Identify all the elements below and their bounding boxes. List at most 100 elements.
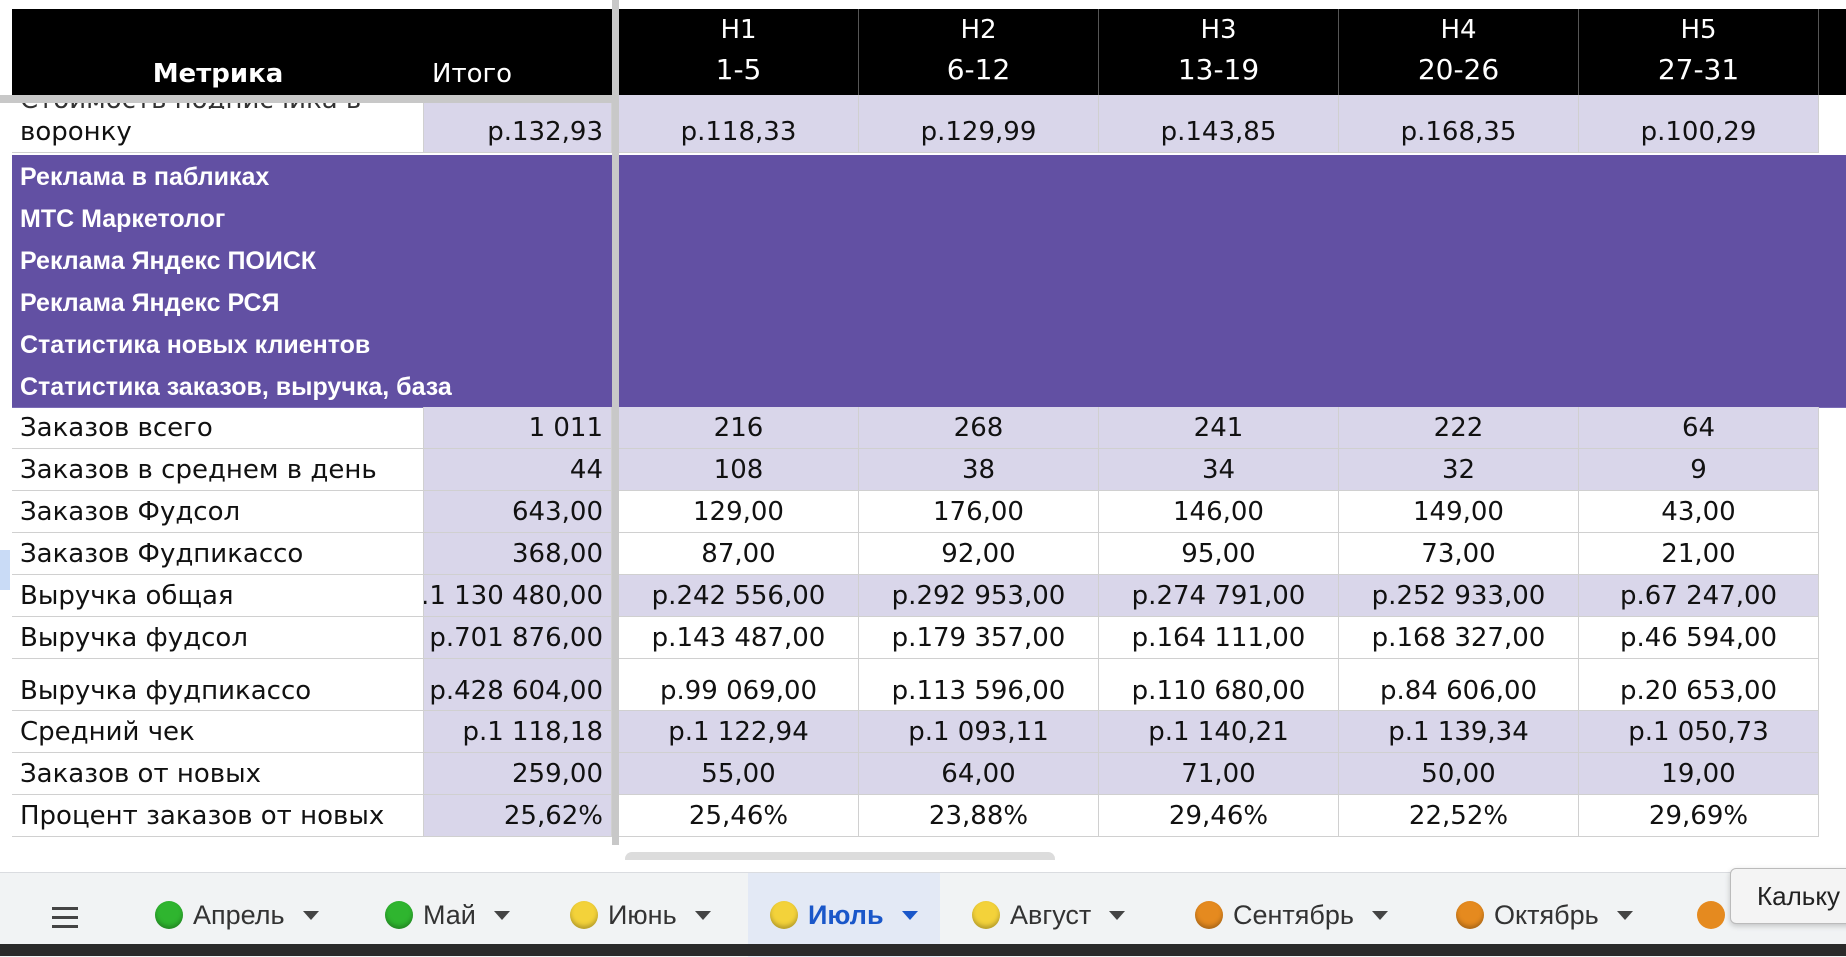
cell-week[interactable]: 9	[1579, 449, 1819, 491]
cell-week[interactable]: 34	[1099, 449, 1339, 491]
cell-label[interactable]: Заказов Фудсол	[12, 491, 424, 533]
sheet-tab[interactable]: Июль	[748, 873, 940, 957]
cell-week[interactable]: 43,00	[1579, 491, 1819, 533]
cell-week[interactable]: 64	[1579, 407, 1819, 449]
cell-total[interactable]: 368,00	[424, 533, 612, 575]
cell-week[interactable]: 29,69%	[1579, 795, 1819, 837]
cell-week[interactable]: р.274 791,00	[1099, 575, 1339, 617]
cell-week[interactable]: р.1 140,21	[1099, 711, 1339, 753]
sheet-tab[interactable]: Август	[972, 873, 1126, 957]
section-row[interactable]: МТС Маркетолог	[12, 197, 1846, 240]
cell-week[interactable]: р.143,85	[1099, 95, 1339, 153]
cell-week[interactable]: р.179 357,00	[859, 617, 1099, 659]
cell-week[interactable]: р.20 653,00	[1579, 659, 1819, 711]
cell-week[interactable]: 176,00	[859, 491, 1099, 533]
sheet-tab[interactable]: Май	[385, 873, 510, 957]
cell-total[interactable]: 259,00	[424, 753, 612, 795]
cell-week[interactable]: р.99 069,00	[619, 659, 859, 711]
cell-week[interactable]: 29,46%	[1099, 795, 1339, 837]
spreadsheet-grid[interactable]: Метрика Итого Н1 1-5 Н2 6-12 Н3 13-19 Н4 20-…	[0, 0, 1846, 860]
cell-week[interactable]: 19,00	[1579, 753, 1819, 795]
cell-total[interactable]: 44	[424, 449, 612, 491]
cell-label[interactable]: Заказов Фудпикассо	[12, 533, 424, 575]
sheet-tab[interactable]: Апрель	[155, 873, 319, 957]
cell-week[interactable]: р.1 050,73	[1579, 711, 1819, 753]
cell-label[interactable]: Выручка фудсол	[12, 617, 424, 659]
cell-week[interactable]: 64,00	[859, 753, 1099, 795]
cell-week[interactable]: р.1 139,34	[1339, 711, 1579, 753]
cell-week[interactable]: р.100,29	[1579, 95, 1819, 153]
chevron-down-icon[interactable]	[1371, 910, 1388, 920]
chevron-down-icon[interactable]	[1616, 910, 1633, 920]
cell-week[interactable]: р.292 953,00	[859, 575, 1099, 617]
section-row[interactable]: Статистика заказов, выручка, база	[12, 365, 1846, 408]
cell-week[interactable]: 73,00	[1339, 533, 1579, 575]
cell-week[interactable]: 95,00	[1099, 533, 1339, 575]
cell-week[interactable]: 108	[619, 449, 859, 491]
cell-week[interactable]: 23,88%	[859, 795, 1099, 837]
frozen-row-divider[interactable]	[0, 95, 612, 103]
cell-week[interactable]: р.1 122,94	[619, 711, 859, 753]
cell-week[interactable]: 216	[619, 407, 859, 449]
cell-week[interactable]: 50,00	[1339, 753, 1579, 795]
chevron-down-icon[interactable]	[694, 910, 711, 920]
cell-week[interactable]: 241	[1099, 407, 1339, 449]
cell-week[interactable]: 149,00	[1339, 491, 1579, 533]
cell-total[interactable]: р.701 876,00	[424, 617, 612, 659]
sheet-tab[interactable]: Июнь	[570, 873, 711, 957]
cell-label[interactable]: Средний чек	[12, 711, 424, 753]
cell-week[interactable]: 55,00	[619, 753, 859, 795]
cell-week[interactable]: 268	[859, 407, 1099, 449]
cell-total[interactable]: р.132,93	[424, 95, 612, 153]
cell-week[interactable]: 222	[1339, 407, 1579, 449]
cell-week[interactable]: р.113 596,00	[859, 659, 1099, 711]
cell-week[interactable]: р.1 093,11	[859, 711, 1099, 753]
cell-label[interactable]: Процент заказов от новых	[12, 795, 424, 837]
horizontal-scrollbar[interactable]	[625, 852, 1055, 860]
section-row[interactable]: Реклама в пабликах	[12, 155, 1846, 198]
cell-label[interactable]: Выручка общая	[12, 575, 424, 617]
cell-week[interactable]: р.164 111,00	[1099, 617, 1339, 659]
cell-week[interactable]: 32	[1339, 449, 1579, 491]
cell-week[interactable]: р.118,33	[619, 95, 859, 153]
cell-week[interactable]: р.242 556,00	[619, 575, 859, 617]
cell-week[interactable]: р.129,99	[859, 95, 1099, 153]
cell-label[interactable]: Заказов всего	[12, 407, 424, 449]
chevron-down-icon[interactable]	[1109, 910, 1126, 920]
chevron-down-icon[interactable]	[302, 910, 319, 920]
cell-week[interactable]: р.46 594,00	[1579, 617, 1819, 659]
chevron-down-icon[interactable]	[493, 910, 510, 920]
cell-total[interactable]: р.1 130 480,00	[424, 575, 612, 617]
chevron-down-icon[interactable]	[901, 910, 918, 920]
cell-week[interactable]: 71,00	[1099, 753, 1339, 795]
cell-week[interactable]: р.84 606,00	[1339, 659, 1579, 711]
sheet-tab[interactable]: Октябрь	[1456, 873, 1633, 957]
cell-label[interactable]: Заказов от новых	[12, 753, 424, 795]
cell-week[interactable]: 87,00	[619, 533, 859, 575]
cell-total[interactable]: р.1 118,18	[424, 711, 612, 753]
cell-week[interactable]: р.67 247,00	[1579, 575, 1819, 617]
frozen-column-divider[interactable]	[612, 0, 619, 845]
all-sheets-menu-icon[interactable]	[40, 893, 88, 941]
cell-week[interactable]: р.168,35	[1339, 95, 1579, 153]
cell-week[interactable]: 38	[859, 449, 1099, 491]
cell-label[interactable]: Стоимость подписчика в воронку	[12, 95, 424, 153]
cell-week[interactable]: 92,00	[859, 533, 1099, 575]
cell-week[interactable]: 21,00	[1579, 533, 1819, 575]
section-row[interactable]: Реклама Яндекс ПОИСК	[12, 239, 1846, 282]
cell-week[interactable]: р.110 680,00	[1099, 659, 1339, 711]
cell-total[interactable]: р.428 604,00	[424, 659, 612, 711]
cell-total[interactable]: 643,00	[424, 491, 612, 533]
cell-label[interactable]: Выручка фудпикассо	[12, 659, 424, 711]
cell-week[interactable]: 22,52%	[1339, 795, 1579, 837]
cell-week[interactable]: 146,00	[1099, 491, 1339, 533]
cell-week[interactable]: 25,46%	[619, 795, 859, 837]
section-row[interactable]: Реклама Яндекс РСЯ	[12, 281, 1846, 324]
section-row[interactable]: Статистика новых клиентов	[12, 323, 1846, 366]
cell-total[interactable]: 1 011	[424, 407, 612, 449]
cell-total[interactable]: 25,62%	[424, 795, 612, 837]
cell-week[interactable]: р.252 933,00	[1339, 575, 1579, 617]
cell-week[interactable]: р.143 487,00	[619, 617, 859, 659]
sheet-tab[interactable]: Сентябрь	[1195, 873, 1388, 957]
cell-label[interactable]: Заказов в среднем в день	[12, 449, 424, 491]
